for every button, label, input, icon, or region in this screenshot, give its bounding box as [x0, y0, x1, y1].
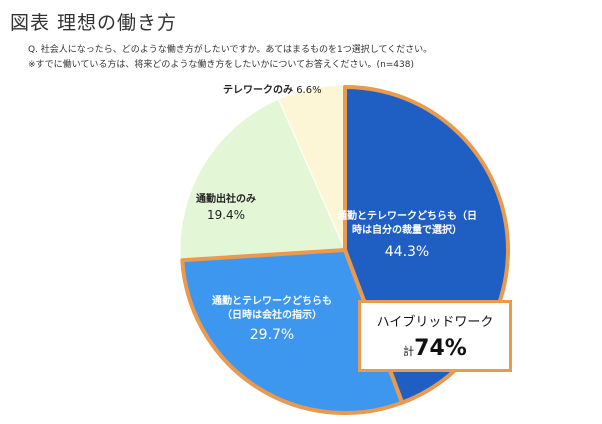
slice-value: 29.7%	[249, 327, 295, 343]
callout-value: 74%	[414, 336, 467, 361]
callout-prefix: 計	[403, 345, 415, 358]
figure-title: 図表 理想の働き方	[10, 12, 178, 34]
slice-category: 通勤出社のみ	[196, 194, 256, 205]
slice-value: 19.4%	[206, 207, 246, 222]
slice-commute-only	[179, 98, 346, 261]
slice-value: 44.3%	[384, 244, 430, 260]
slice-category: テレワークのみ	[223, 85, 293, 96]
hybrid-work-total-callout: ハイブリッドワーク 計74%	[358, 300, 512, 372]
question-text: Q. 社会人になったら、どのような働き方がしたいですか。あてはまるものを1つ選択…	[28, 45, 433, 55]
slice-category-line2: 時は自分の裁量で選択）	[352, 224, 462, 236]
question-note: ※すでに働いている方は、将来どのような働き方をしたいかについてお答えください。(…	[28, 60, 414, 70]
slice-label-telework-only: テレワークのみ 6.6%	[223, 84, 322, 98]
hybrid-highlight-outline	[180, 248, 405, 415]
slice-label-hybrid-self: 通勤とテレワークどちらも（日 時は自分の裁量で選択） 44.3%	[337, 210, 477, 262]
callout-label: ハイブリッドワーク	[376, 315, 494, 330]
slice-category-line1: 通勤とテレワークどちらも	[212, 296, 332, 307]
slice-label-hybrid-company: 通勤とテレワークどちらも （日時は会社の指示） 29.7%	[212, 295, 332, 345]
slice-telework-only	[277, 84, 346, 251]
slice-category-line2: （日時は会社の指示）	[222, 309, 322, 321]
callout-total: 計74%	[361, 336, 509, 361]
slice-category-line1: 通勤とテレワークどちらも（日	[337, 211, 477, 222]
slice-label-commute-only: 通勤出社のみ 19.4%	[196, 193, 256, 223]
slice-value: 6.6%	[296, 85, 322, 96]
